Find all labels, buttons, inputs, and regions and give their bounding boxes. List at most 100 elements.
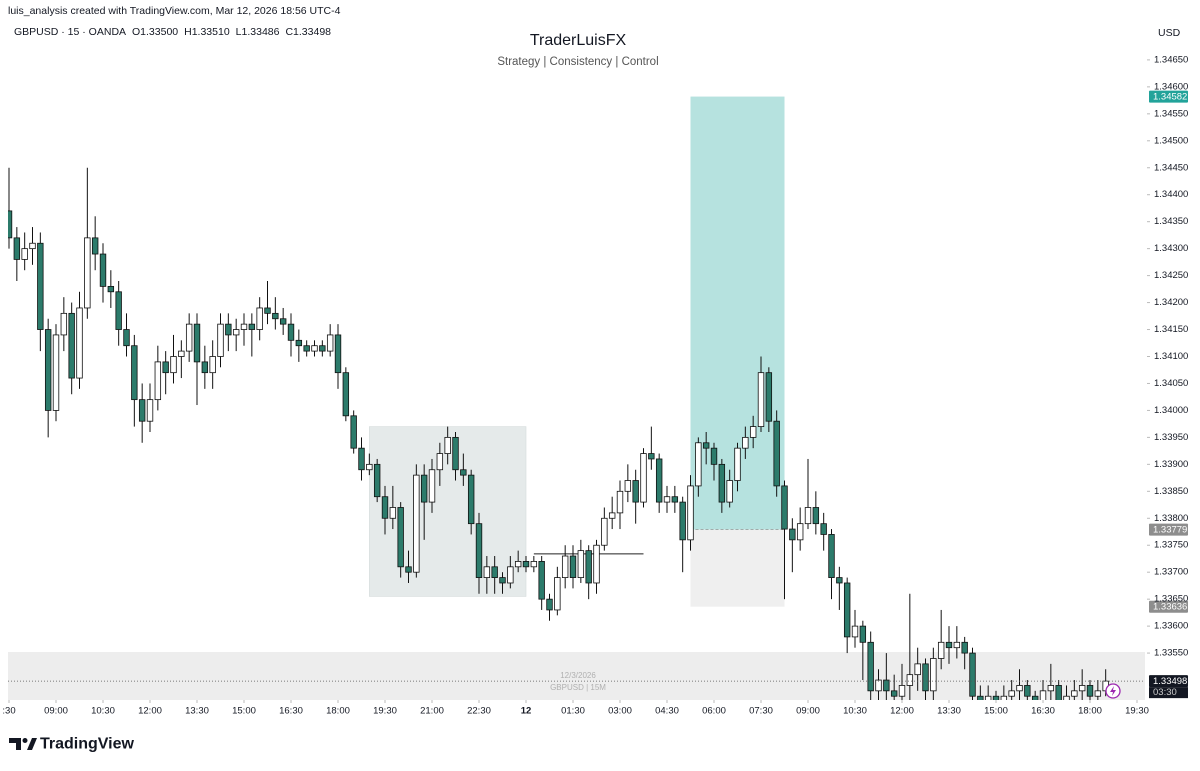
y-tick-label: 1.34300	[1154, 243, 1188, 254]
y-tick-label: 1.34150	[1154, 324, 1188, 335]
candle-body	[138, 399, 146, 422]
candle-body	[945, 641, 953, 649]
ohlc-legend: L1.33486	[236, 26, 280, 38]
candle-body	[969, 652, 976, 697]
candle-body	[303, 345, 310, 352]
x-tick-label: 01:30	[561, 706, 585, 717]
x-tick-label: 16:30	[1031, 706, 1055, 717]
y-tick-label: 1.33800	[1154, 513, 1188, 524]
candle-body	[1000, 695, 1008, 700]
candle-body	[789, 528, 796, 541]
candle-body	[397, 507, 404, 568]
candle-body	[906, 674, 914, 686]
x-tick-label: 12:00	[138, 706, 162, 717]
entry-tag	[1149, 523, 1188, 536]
candle-body	[702, 442, 710, 449]
target-tag	[1149, 90, 1188, 103]
candle-body	[1039, 690, 1047, 700]
candle-body	[123, 329, 130, 347]
candle-body	[240, 323, 248, 330]
candle-body	[930, 658, 937, 692]
candle-body	[444, 436, 451, 454]
candle-body	[8, 210, 13, 239]
header: luis_analysis created with TradingView.c…	[8, 5, 341, 17]
candle-body	[413, 474, 420, 573]
candle-body	[836, 577, 843, 584]
x-tick-label: 12	[521, 706, 532, 717]
candle-body	[679, 501, 686, 541]
candle-body	[358, 447, 365, 471]
candle-body	[851, 625, 859, 638]
candle-body	[44, 329, 52, 411]
candle-body	[867, 641, 874, 692]
candle-body	[561, 555, 569, 578]
y-tick-label: 1.34100	[1154, 351, 1188, 362]
x-tick-label: 22:30	[467, 706, 491, 717]
x-tick-label: 15:00	[984, 706, 1008, 717]
candle-body	[389, 507, 397, 519]
x-tick-label: 15:00	[232, 706, 256, 717]
y-tick-label: 1.33950	[1154, 432, 1188, 443]
plot-background	[8, 96, 1145, 700]
candle-body	[883, 679, 890, 692]
y-tick-label: 1.34650	[1154, 54, 1188, 65]
candle-body	[593, 544, 600, 584]
candle-body	[961, 641, 968, 654]
candle-body	[467, 474, 475, 525]
candle-body	[1047, 685, 1055, 692]
brand-logo	[9, 738, 37, 750]
y-tick-label: 1.34550	[1154, 108, 1188, 119]
candle-body	[311, 345, 318, 352]
candle-body	[319, 345, 326, 352]
loss-zone	[690, 529, 785, 607]
candle-body	[29, 242, 36, 250]
candle-body	[1071, 690, 1078, 697]
candle-body	[193, 323, 201, 363]
candle-body	[185, 323, 193, 352]
candle-body	[428, 469, 436, 503]
candle-body	[1024, 685, 1031, 697]
zone	[8, 652, 1145, 700]
candle-body	[279, 318, 287, 325]
candle-body	[569, 555, 577, 578]
candle-body	[21, 248, 28, 260]
candle-body	[601, 517, 608, 546]
candle-body	[60, 312, 68, 336]
candle-body	[640, 453, 647, 503]
candle-body	[225, 323, 232, 336]
last-price-tag-label: 1.33498	[1153, 676, 1187, 687]
x-tick-label: :30	[2, 706, 15, 717]
brand: TradingView	[40, 736, 135, 753]
x-tick-label: 19:30	[1125, 706, 1149, 717]
ohlc-legend: H1.33510	[184, 26, 230, 38]
candle-body	[84, 237, 91, 309]
x-tick-label: 06:00	[702, 706, 726, 717]
x-tick-label: 13:30	[937, 706, 961, 717]
candle-body	[734, 447, 741, 481]
candle-body	[616, 490, 624, 514]
y-tick-label: 1.33750	[1154, 540, 1188, 551]
y-tick-label: 1.33600	[1154, 621, 1188, 632]
candle-body	[295, 339, 303, 347]
candle-body	[507, 566, 514, 584]
candle-body	[248, 323, 256, 330]
candle-body	[436, 453, 444, 471]
candle-body	[154, 361, 162, 401]
candle-body	[608, 512, 616, 519]
y-tick-label: 1.34600	[1154, 81, 1188, 92]
candle-body	[1031, 695, 1039, 700]
stop-tag	[1149, 600, 1188, 613]
candle-body	[350, 415, 357, 449]
y-tick-label: 1.34000	[1154, 405, 1188, 416]
y-tick-label: 1.34050	[1154, 378, 1188, 389]
candle-body	[68, 312, 75, 379]
candle-body	[828, 534, 835, 578]
candle-body	[812, 507, 820, 525]
candle-body	[765, 372, 773, 422]
x-tick-label: 18:00	[1078, 706, 1102, 717]
x-tick-label: 21:00	[420, 706, 444, 717]
x-tick-label: 18:00	[326, 706, 350, 717]
candle-body	[115, 291, 122, 330]
candle-body	[1008, 690, 1015, 697]
